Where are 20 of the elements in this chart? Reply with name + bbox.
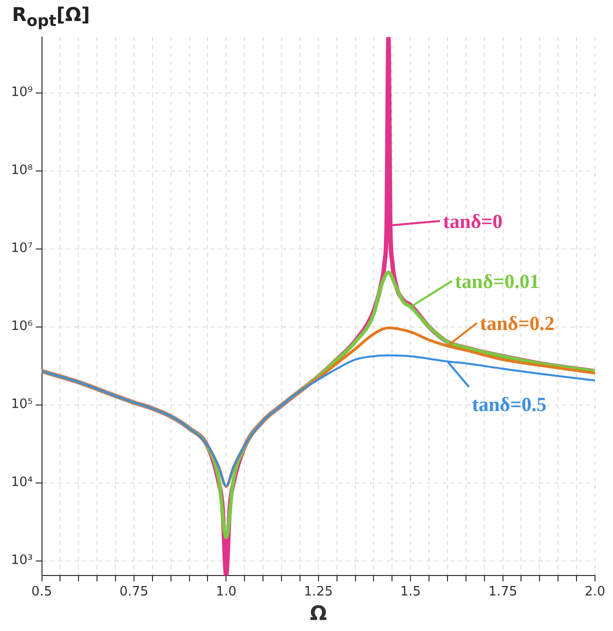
x-tick-label: 1.0 bbox=[216, 584, 237, 600]
legend-label: tanδ=0 bbox=[443, 211, 503, 233]
y-tick-label: 10³ bbox=[10, 553, 33, 568]
x-tick-label: 1.75 bbox=[488, 584, 518, 600]
y-tick-label: 10⁵ bbox=[10, 397, 33, 412]
legend-label: tanδ=0.01 bbox=[455, 271, 540, 293]
y-tick-label: 10⁴ bbox=[10, 475, 33, 490]
y-tick-label: 10⁹ bbox=[10, 85, 33, 100]
x-tick-label: 0.5 bbox=[31, 584, 52, 600]
y-axis-title: R$_{opt}$[Ω] bbox=[12, 4, 90, 30]
x-tick-label: 1.5 bbox=[400, 584, 421, 600]
series-label: tanδ=0.5 bbox=[472, 394, 547, 416]
x-tick-label: 2.0 bbox=[584, 584, 606, 600]
x-tick-label: 0.75 bbox=[119, 584, 148, 600]
x-tick-label: 1.25 bbox=[304, 584, 333, 600]
y-tick-label: 10⁶ bbox=[10, 319, 33, 334]
y-tick-label: 10⁸ bbox=[10, 163, 33, 178]
legend-label: tanδ=0.2 bbox=[480, 313, 555, 335]
x-axis-title: Ω bbox=[310, 601, 327, 626]
y-tick-label: 10⁷ bbox=[10, 241, 33, 256]
